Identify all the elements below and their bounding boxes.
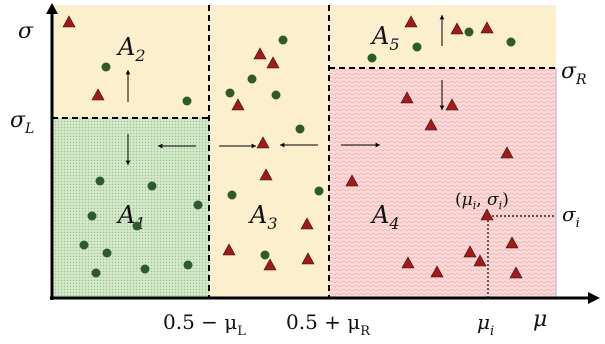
point-label: (μi, σi) xyxy=(455,190,509,212)
circle-marker xyxy=(147,181,157,191)
circle-marker xyxy=(95,176,105,186)
sigma-i-label: σi xyxy=(562,202,580,231)
circle-marker xyxy=(506,37,516,47)
region-A2 xyxy=(52,5,209,118)
region-label-A3: A3 xyxy=(248,201,278,233)
region-label-A5: A5 xyxy=(370,22,400,54)
triangle-marker xyxy=(222,243,236,256)
x-axis-label: μ xyxy=(533,307,547,332)
direction-arrowhead xyxy=(158,143,163,149)
circle-marker xyxy=(91,268,101,278)
direction-arrowhead xyxy=(125,70,131,75)
triangle-marker xyxy=(263,258,277,271)
circle-marker xyxy=(278,35,288,45)
region-label-A2: A2 xyxy=(116,33,146,65)
triangle-marker xyxy=(445,98,459,111)
mu-right-label: 0.5 + μR xyxy=(286,310,371,339)
circle-marker xyxy=(132,221,142,231)
triangle-marker xyxy=(253,47,267,60)
arrows-group xyxy=(125,15,445,165)
triangle-marker xyxy=(401,256,415,269)
triangle-marker xyxy=(430,265,444,278)
region-label-A4: A4 xyxy=(370,201,400,233)
triangle-marker xyxy=(505,236,519,249)
triangle-marker xyxy=(480,208,494,221)
circle-marker xyxy=(87,211,97,221)
region-A1 xyxy=(52,118,209,298)
triangle-marker xyxy=(345,174,359,187)
y-axis-label: σ xyxy=(18,19,34,44)
x-axis-arrowhead xyxy=(588,292,600,304)
triangle-marker xyxy=(266,56,280,69)
circle-marker xyxy=(101,62,111,72)
triangle-marker xyxy=(91,88,105,101)
mu-left-label: 0.5 − μL xyxy=(163,310,246,339)
direction-arrowhead xyxy=(251,143,256,149)
circle-marker xyxy=(182,96,192,106)
mu-i-label: μi xyxy=(477,310,494,339)
circle-marker xyxy=(271,90,281,100)
sigma-R-label: σR xyxy=(561,59,587,88)
circle-marker xyxy=(314,186,324,196)
circle-marker xyxy=(79,240,89,250)
circle-marker xyxy=(225,88,235,98)
triangle-marker xyxy=(500,146,514,159)
circle-marker xyxy=(464,27,474,37)
direction-arrowhead xyxy=(280,142,285,148)
triangle-marker xyxy=(256,136,270,149)
triangle-marker xyxy=(231,98,245,111)
circle-marker xyxy=(183,260,193,270)
circle-marker xyxy=(247,74,257,84)
circle-marker xyxy=(260,250,270,260)
triangle-marker xyxy=(404,15,418,28)
triangle-marker xyxy=(259,168,273,181)
triangle-marker xyxy=(450,22,464,35)
triangle-marker xyxy=(473,254,487,267)
y-axis-arrowhead xyxy=(46,3,58,14)
circle-marker xyxy=(193,200,203,210)
triangle-marker xyxy=(509,266,523,279)
triangle-marker xyxy=(300,217,314,230)
markers-group xyxy=(62,15,523,279)
triangle-marker xyxy=(463,245,477,258)
triangle-marker xyxy=(400,91,414,104)
direction-arrowhead xyxy=(439,105,445,110)
sigma-L-label: σL xyxy=(10,108,34,137)
circle-marker xyxy=(140,264,150,274)
triangle-marker xyxy=(301,252,315,265)
direction-arrowhead xyxy=(375,142,380,148)
triangle-marker xyxy=(424,118,438,131)
triangle-marker xyxy=(62,15,76,28)
direction-arrowhead xyxy=(439,15,445,20)
direction-arrowhead xyxy=(125,160,131,165)
circle-marker xyxy=(367,53,377,63)
triangle-marker xyxy=(480,21,494,34)
circle-marker xyxy=(412,42,422,52)
circle-marker xyxy=(102,248,112,258)
circle-marker xyxy=(295,124,305,134)
circle-marker xyxy=(227,190,237,200)
